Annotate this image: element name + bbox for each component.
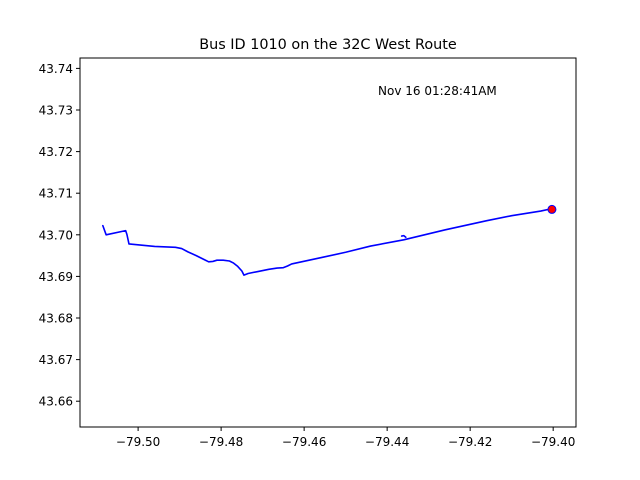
route-line-1 — [400, 234, 407, 239]
marker-layer — [547, 204, 557, 214]
timestamp-annotation: Nov 16 01:28:41AM — [378, 84, 497, 98]
y-tick-label-7: 43.73 — [39, 104, 73, 118]
y-tick-label-4: 43.70 — [39, 228, 73, 242]
x-axis: −79.50 −79.48 −79.46 −79.44 −79.42 −79.40 — [116, 427, 575, 449]
y-tick-label-6: 43.72 — [39, 145, 73, 159]
y-tick-label-0: 43.66 — [39, 395, 73, 409]
x-tick-label-0: −79.50 — [116, 435, 160, 449]
x-tick-label-3: −79.44 — [365, 435, 409, 449]
plot-frame — [79, 57, 577, 428]
y-tick-label-8: 43.74 — [39, 62, 73, 76]
y-axis: 43.66 43.67 43.68 43.69 43.70 43.71 43.72 43.73… — [39, 62, 80, 409]
y-tick-label-1: 43.67 — [39, 353, 73, 367]
y-tick-label-5: 43.71 — [39, 187, 73, 201]
x-tick-label-4: −79.42 — [448, 435, 492, 449]
bus-position-marker — [547, 204, 557, 214]
y-tick-label-2: 43.68 — [39, 312, 73, 326]
y-tick-label-3: 43.69 — [39, 270, 73, 284]
route-line-0 — [102, 207, 553, 276]
series-layer — [102, 207, 553, 276]
chart-title: Bus ID 1010 on the 32C West Route — [199, 37, 457, 53]
x-tick-label-2: −79.46 — [282, 435, 326, 449]
x-tick-label-1: −79.48 — [199, 435, 243, 449]
x-tick-label-5: −79.40 — [531, 435, 575, 449]
